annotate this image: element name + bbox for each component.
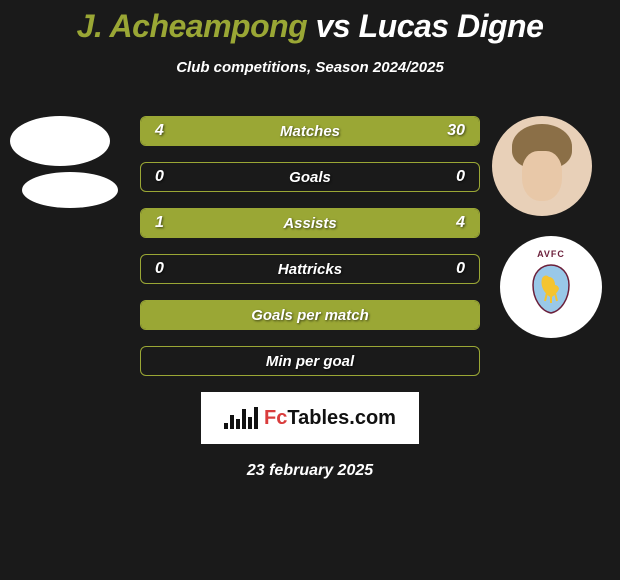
stats-bars: 4 30 Matches 0 0 Goals 1 4 Assists 0 0 Hattricks Goa… [140, 116, 480, 376]
stat-label: Matches [280, 123, 340, 140]
stat-row-hattricks: 0 0 Hattricks [140, 254, 480, 284]
fctables-logo[interactable]: FcTables.com [201, 392, 419, 444]
player1-photo-placeholder [10, 116, 110, 166]
stat-value-left: 0 [155, 260, 164, 278]
stat-value-right: 4 [456, 214, 465, 232]
vs-label: vs [316, 8, 351, 44]
stat-value-left: 4 [155, 122, 164, 140]
stat-value-right: 30 [447, 122, 465, 140]
stat-value-left: 1 [155, 214, 164, 232]
logo-main: Tables [287, 407, 349, 429]
stat-label: Hattricks [278, 261, 342, 278]
stat-value-right: 0 [456, 260, 465, 278]
stat-label: Goals per match [251, 307, 369, 324]
logo-text: FcTables.com [264, 407, 396, 430]
player1-club-placeholder [22, 172, 118, 208]
subtitle: Club competitions, Season 2024/2025 [0, 59, 620, 76]
stat-label: Assists [283, 215, 336, 232]
stat-row-min-per-goal: Min per goal [140, 346, 480, 376]
player2-club-crest: AVFC [500, 236, 602, 338]
player2-photo [492, 116, 592, 216]
logo-bars-icon [224, 407, 258, 429]
logo-prefix: Fc [264, 407, 287, 429]
stat-row-matches: 4 30 Matches [140, 116, 480, 146]
lion-crest-icon [521, 257, 581, 317]
stat-label: Min per goal [266, 353, 354, 370]
player2-name: Lucas Digne [359, 8, 544, 44]
logo-suffix: .com [349, 407, 396, 429]
stat-row-goals: 0 0 Goals [140, 162, 480, 192]
bar-fill-right [209, 209, 479, 237]
stat-value-left: 0 [155, 168, 164, 186]
comparison-title: J. Acheampong vs Lucas Digne [0, 0, 620, 45]
stat-label: Goals [289, 169, 331, 186]
club-crest-text: AVFC [521, 249, 581, 259]
stat-row-assists: 1 4 Assists [140, 208, 480, 238]
bar-fill-left [141, 209, 209, 237]
player1-name: J. Acheampong [77, 8, 308, 44]
stat-value-right: 0 [456, 168, 465, 186]
comparison-content: AVFC 4 30 Matches 0 0 Goals 1 4 Assists 0 0 Hattric… [0, 116, 620, 376]
stat-row-goals-per-match: Goals per match [140, 300, 480, 330]
date-label: 23 february 2025 [0, 462, 620, 480]
